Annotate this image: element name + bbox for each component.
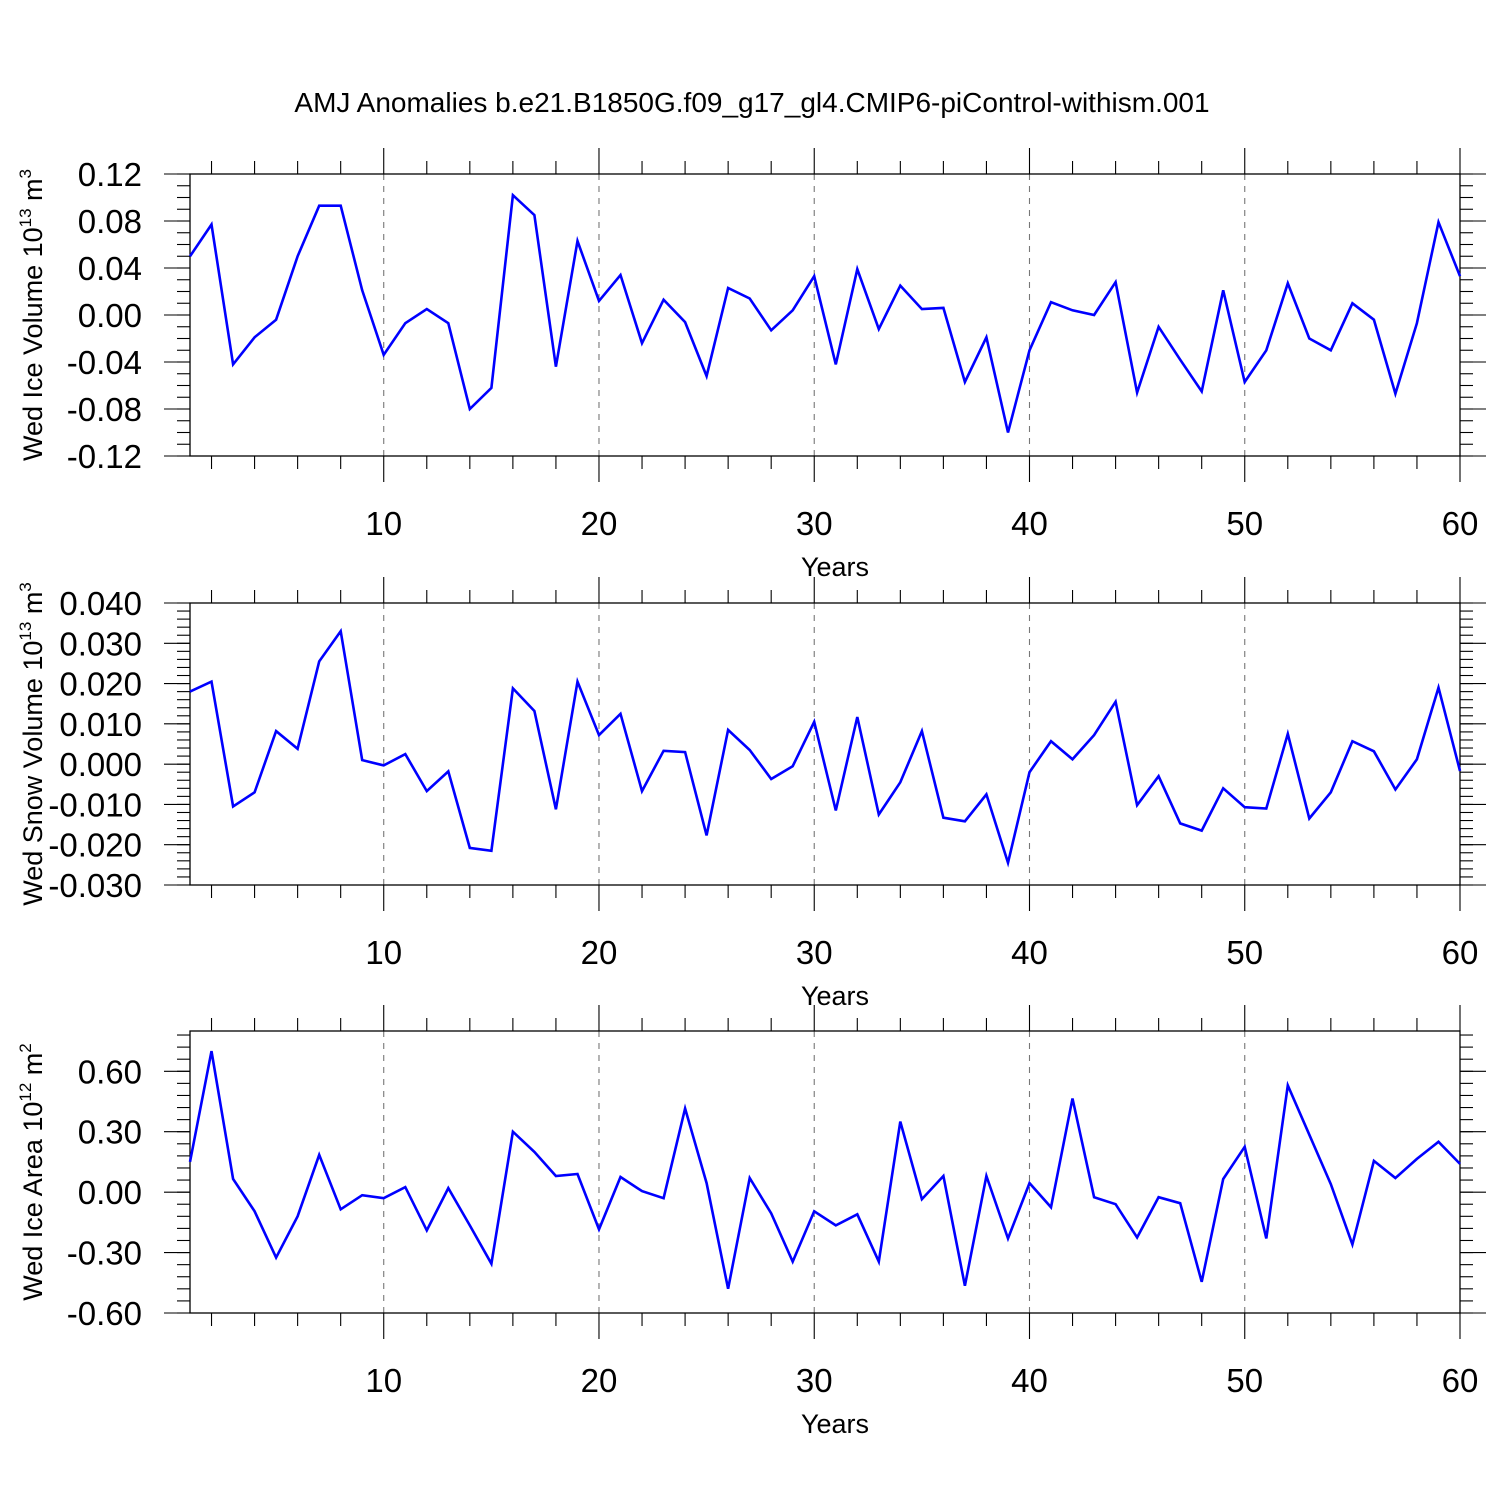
y-tick-label: -0.04 bbox=[67, 344, 142, 381]
x-tick-label: 10 bbox=[365, 934, 402, 971]
plot-frame bbox=[189, 602, 1461, 886]
y-tick-label: 0.08 bbox=[78, 203, 142, 240]
y-tick-label: 0.00 bbox=[78, 297, 142, 334]
y-axis-title: Wed Snow Volume 1013 m3 bbox=[16, 582, 48, 906]
y-axis-title-ylabel-exp: 13 bbox=[16, 622, 35, 641]
y-tick-label: -0.60 bbox=[67, 1295, 142, 1332]
x-tick-label: 40 bbox=[1011, 505, 1048, 542]
x-axis-title: Years bbox=[801, 981, 869, 1011]
x-tick-label: 30 bbox=[796, 1362, 833, 1399]
x-tick-label: 60 bbox=[1442, 1362, 1479, 1399]
y-tick-label: 0.040 bbox=[59, 585, 142, 622]
y-tick-label: 0.030 bbox=[59, 625, 142, 662]
panel-ice-area: 0.60 0.30 0.00 -0.30 -0.60 10 20 30 40 50 60 Years W… bbox=[16, 1005, 1486, 1439]
x-tick-label: 50 bbox=[1226, 1362, 1263, 1399]
x-tick-label: 40 bbox=[1011, 1362, 1048, 1399]
x-tick-label: 60 bbox=[1442, 934, 1479, 971]
y-tick-label: 0.04 bbox=[78, 250, 142, 287]
y-tick-label: -0.30 bbox=[67, 1235, 142, 1272]
y-axis-title-ylabel-exp: 13 bbox=[16, 208, 35, 227]
y-tick-label: 0.00 bbox=[78, 1174, 142, 1211]
x-tick-label: 60 bbox=[1442, 505, 1479, 542]
y-axis-title-ylabel-unit: m bbox=[18, 592, 48, 622]
y-tick-label: -0.12 bbox=[67, 438, 142, 475]
x-tick-label: 50 bbox=[1226, 505, 1263, 542]
y-axis-title-ylabel: Wed Snow Volume 10 bbox=[18, 641, 48, 906]
x-tick-label: 20 bbox=[581, 505, 618, 542]
x-tick-label: 30 bbox=[796, 505, 833, 542]
panel-ice-volume: 0.12 0.08 0.04 0.00 -0.04 -0.08 -0.12 10 20 30 40 5… bbox=[16, 148, 1486, 582]
chart-panels: 0.12 0.08 0.04 0.00 -0.04 -0.08 -0.12 10 20 30 40 5… bbox=[16, 148, 1486, 1439]
y-tick-label: -0.030 bbox=[48, 867, 142, 904]
x-tick-label: 40 bbox=[1011, 934, 1048, 971]
y-tick-label: 0.60 bbox=[78, 1053, 142, 1090]
y-tick-label: 0.30 bbox=[78, 1114, 142, 1151]
x-tick-label: 10 bbox=[365, 1362, 402, 1399]
y-tick-label: 0.010 bbox=[59, 706, 142, 743]
chart-title: AMJ Anomalies b.e21.B1850G.f09_g17_gl4.C… bbox=[294, 87, 1209, 118]
y-axis-title-ylabel-exp: 12 bbox=[16, 1083, 35, 1102]
y-tick-label: -0.010 bbox=[48, 786, 142, 823]
x-tick-label: 10 bbox=[365, 505, 402, 542]
y-axis-title-ylabel-unit: m bbox=[18, 178, 48, 208]
x-tick-label: 30 bbox=[796, 934, 833, 971]
y-axis-title-ylabel: Wed Ice Volume 10 bbox=[18, 227, 48, 461]
y-axis-title-ylabel-unit-exp: 3 bbox=[16, 582, 35, 591]
x-tick-label: 20 bbox=[581, 1362, 618, 1399]
x-axis-title: Years bbox=[801, 1409, 869, 1439]
y-axis-title-ylabel-unit: m bbox=[18, 1053, 48, 1083]
y-axis-title-ylabel-unit-exp: 2 bbox=[16, 1043, 35, 1052]
y-tick-label: 0.12 bbox=[78, 156, 142, 193]
x-tick-label: 50 bbox=[1226, 934, 1263, 971]
series-line-snow-volume bbox=[189, 627, 1462, 868]
y-axis-title-ylabel: Wed Ice Area 10 bbox=[18, 1102, 48, 1301]
y-axis-title-ylabel-unit-exp: 3 bbox=[16, 169, 35, 178]
y-tick-label: -0.020 bbox=[48, 827, 142, 864]
x-axis-title: Years bbox=[801, 552, 869, 582]
y-tick-label: 0.000 bbox=[59, 746, 142, 783]
y-tick-label: -0.08 bbox=[67, 391, 142, 428]
y-tick-label: 0.020 bbox=[59, 666, 142, 703]
x-tick-label: 20 bbox=[581, 934, 618, 971]
y-axis-title: Wed Ice Volume 1013 m3 bbox=[16, 169, 48, 461]
y-axis-title: Wed Ice Area 1012 m2 bbox=[16, 1043, 48, 1301]
series-line-ice-volume bbox=[188, 192, 1462, 433]
plot-frame bbox=[189, 1030, 1461, 1314]
series-line-ice-area bbox=[188, 1050, 1461, 1290]
